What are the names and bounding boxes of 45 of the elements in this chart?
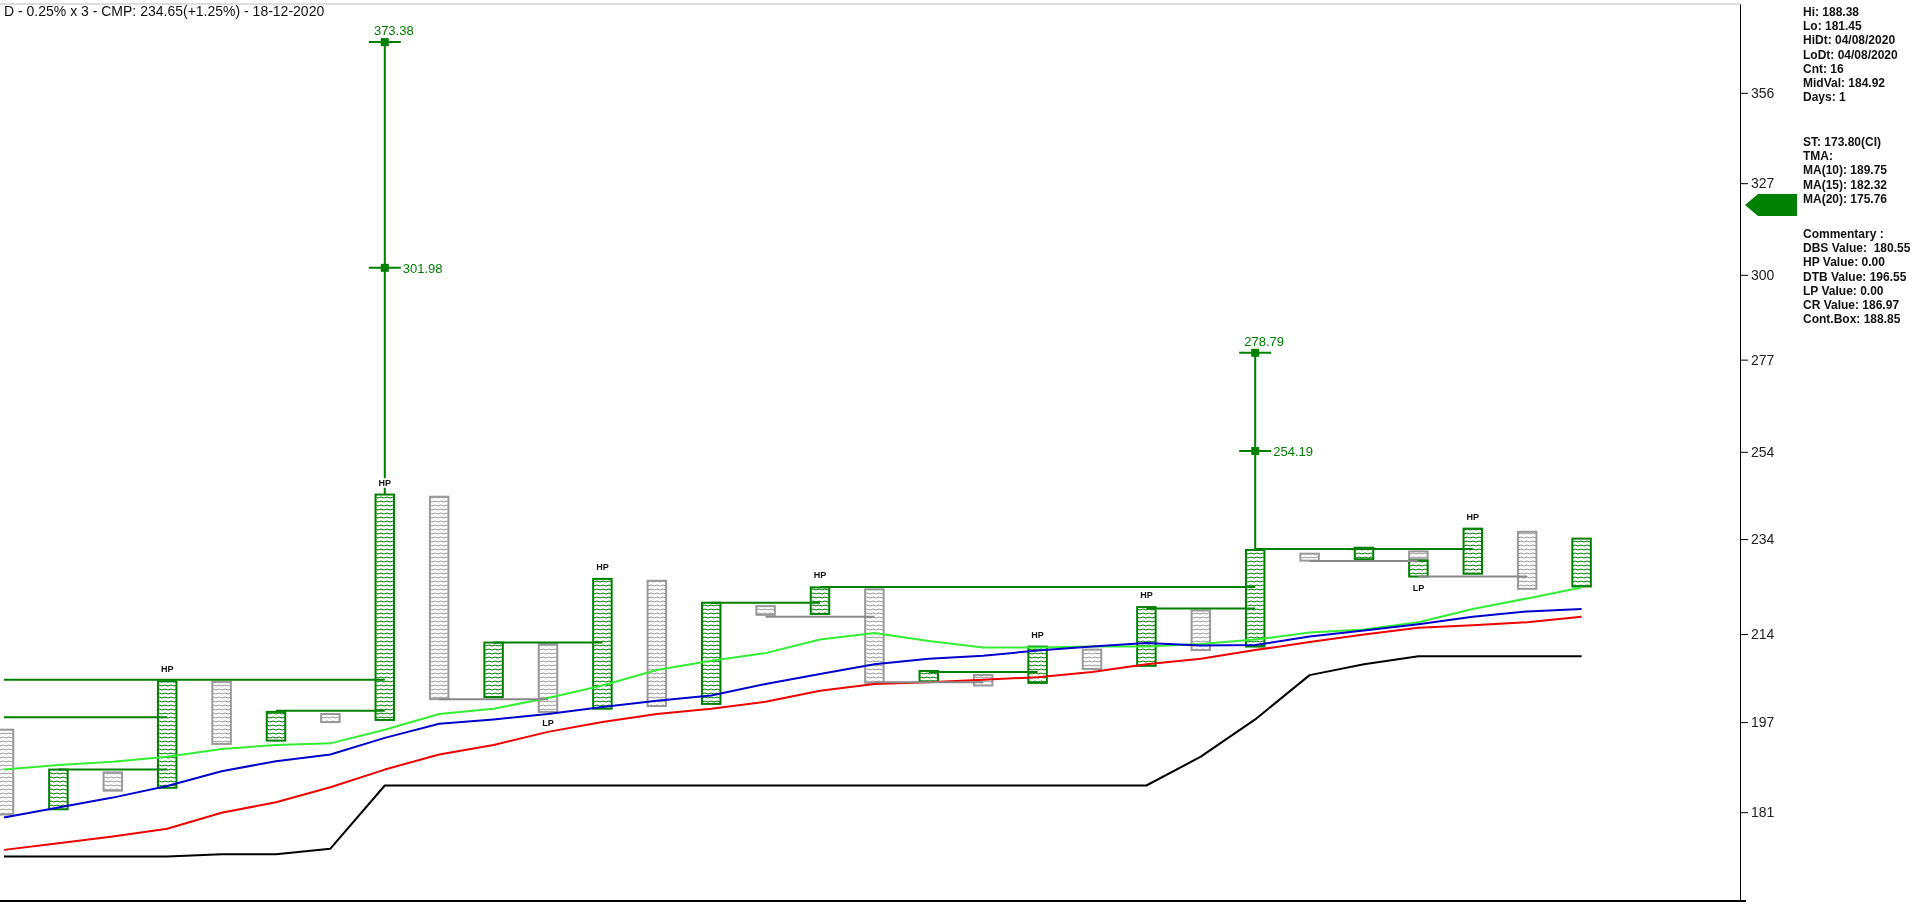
text: Hi: 188.38 Lo: 181.45 HiDt: 04/08/2020 LoDt: 04/08/2020 Cnt: 16 MidVal: 184.92 Days: 1 [1803,5,1899,105]
chart-title: D - 0.25% x 3 - CMP: 234.65(+1.25%) - 18-12-2020 [4,3,325,19]
bar [211,680,232,745]
y-tick-label: 277 [1751,351,1775,368]
y-tick-label: 300 [1751,266,1775,283]
data-label: LP [1412,582,1425,593]
bar [1081,648,1103,670]
data-label: HP [596,561,609,572]
bar [864,588,885,684]
y-tick-label: 181 [1751,804,1775,821]
y-tick-label: 327 [1751,175,1775,192]
data-label: HP [1031,629,1044,640]
data-label: 278.79 [1244,333,1285,349]
text: ST: 173.80(CI) TMA: MA(10): 189.75 MA(15): 182.32 MA(20): 175.76 [1803,135,1888,206]
line-series [3,586,1583,771]
data-label: LP [542,717,554,728]
bar [1571,537,1592,588]
data-label: HP [160,664,174,675]
bar [1516,530,1538,590]
point [1251,348,1260,357]
point [380,38,389,47]
y-tick-label: 234 [1751,531,1775,548]
bar [1408,550,1429,561]
bar [320,713,341,724]
data-label: HP [1140,590,1153,601]
data-label: HP [1466,511,1480,522]
line-series [3,655,1583,858]
data-label: 301.98 [402,260,443,276]
bar [755,605,776,616]
data-label: HP [813,570,827,581]
bar [1299,552,1320,562]
bar [102,771,124,792]
data-label: 254.19 [1273,444,1313,460]
y-tick-label: 197 [1751,714,1775,731]
line-series [3,615,1583,851]
bar [1408,559,1429,578]
bar [428,495,450,701]
line-series [3,608,1583,819]
y-tick-label: 254 [1751,443,1775,460]
text: Commentary : DBS Value: 180.55 HP Value: 0.00 DTB Value: 196.55 LP Value: 0.00 CR Value: 186.97 Cont.Box: 188.85 [1803,227,1911,327]
y-tick-label: 214 [1751,626,1775,643]
bar [537,643,559,713]
data-label: 373.38 [373,23,414,39]
bar [646,579,668,708]
y-tick-label: 356 [1751,84,1775,101]
